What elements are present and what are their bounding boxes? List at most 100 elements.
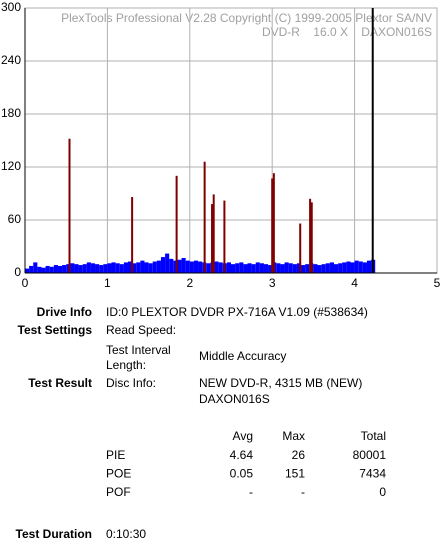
bar <box>354 260 359 273</box>
bar <box>74 264 79 273</box>
bar <box>198 261 203 273</box>
bar <box>288 263 293 273</box>
bar <box>29 265 34 273</box>
value: 0:10:30 <box>106 527 146 541</box>
bar <box>123 262 128 273</box>
cell: 151 <box>285 467 305 481</box>
bar <box>247 263 252 273</box>
bar <box>41 267 46 273</box>
y-tick-label: 60 <box>8 212 22 226</box>
bar <box>173 260 178 273</box>
bar <box>132 263 137 273</box>
bar <box>251 264 256 273</box>
bar <box>165 253 170 273</box>
bar <box>263 264 269 273</box>
bar <box>313 264 318 273</box>
bar <box>272 173 275 273</box>
bar <box>211 204 214 273</box>
value: Test Interval <box>106 343 171 357</box>
label: Drive Info <box>37 305 92 319</box>
bar <box>296 263 302 273</box>
bar <box>218 262 223 273</box>
bar <box>57 265 63 273</box>
cell: - <box>249 485 253 499</box>
row-label: POE <box>106 467 131 481</box>
label: Test Duration <box>16 527 92 541</box>
bar <box>62 265 67 273</box>
bar <box>243 264 248 273</box>
bar <box>156 260 161 273</box>
value: Read Speed: <box>106 323 176 337</box>
bar <box>90 263 96 273</box>
bar <box>226 262 231 273</box>
cell: 4.64 <box>230 448 254 462</box>
x-tick-label: 4 <box>351 276 358 290</box>
bar <box>131 197 134 273</box>
y-tick-label: 240 <box>1 53 21 67</box>
chart-subtitle: DVD-R 16.0 X DAXON016S <box>262 25 432 39</box>
row-label: PIE <box>106 448 125 462</box>
bar <box>148 263 153 273</box>
bar <box>239 262 244 273</box>
bar <box>25 268 30 273</box>
y-tick-label: 300 <box>1 0 21 14</box>
x-tick-label: 3 <box>269 276 276 290</box>
x-tick-label: 1 <box>104 276 111 290</box>
bar <box>212 194 215 273</box>
label: Test Settings <box>18 323 93 337</box>
bar <box>140 260 145 273</box>
bar <box>358 261 363 273</box>
bar <box>103 264 108 273</box>
bar <box>342 262 347 273</box>
bar <box>362 262 367 273</box>
bar <box>235 263 240 273</box>
bar <box>33 262 38 273</box>
info-panel: Drive Info ID:0 PLEXTOR DVDR PX-716A V1.… <box>16 305 368 541</box>
row-label: POF <box>106 485 131 499</box>
bar <box>268 265 273 273</box>
bar <box>37 266 42 273</box>
bar <box>338 263 343 273</box>
bar <box>284 262 289 273</box>
bar <box>309 198 312 273</box>
bar <box>206 263 211 273</box>
bar <box>317 265 322 273</box>
bar <box>144 262 149 273</box>
bar <box>78 265 83 273</box>
bar <box>95 264 100 273</box>
plot-area <box>24 7 438 274</box>
bar <box>86 262 91 273</box>
cell: 80001 <box>353 448 387 462</box>
bar <box>68 138 71 273</box>
bar <box>82 264 87 273</box>
bar <box>271 178 274 273</box>
bar <box>152 261 157 273</box>
column-header: Max <box>282 429 305 443</box>
bar <box>99 265 104 273</box>
cell: 0.05 <box>230 467 254 481</box>
bar <box>329 262 334 273</box>
label: Test Result <box>28 376 92 390</box>
value: Middle Accuracy <box>199 349 286 363</box>
bar <box>119 264 124 273</box>
bar <box>203 161 206 273</box>
bar <box>292 264 297 273</box>
bar <box>305 264 310 273</box>
bar <box>53 265 58 273</box>
cell: 0 <box>379 485 386 499</box>
bar <box>70 263 75 273</box>
value: Disc Info: <box>106 376 156 390</box>
bar <box>259 263 264 273</box>
value: Length: <box>106 358 146 372</box>
bar <box>185 260 190 273</box>
bar <box>231 264 236 273</box>
bar <box>175 175 178 273</box>
bar <box>350 262 355 273</box>
column-header: Avg <box>233 429 253 443</box>
y-tick-label: 180 <box>1 106 21 120</box>
bar <box>136 262 141 273</box>
bar <box>45 265 50 273</box>
y-tick-label: 120 <box>1 159 21 173</box>
y-tick-label: 0 <box>14 265 21 279</box>
